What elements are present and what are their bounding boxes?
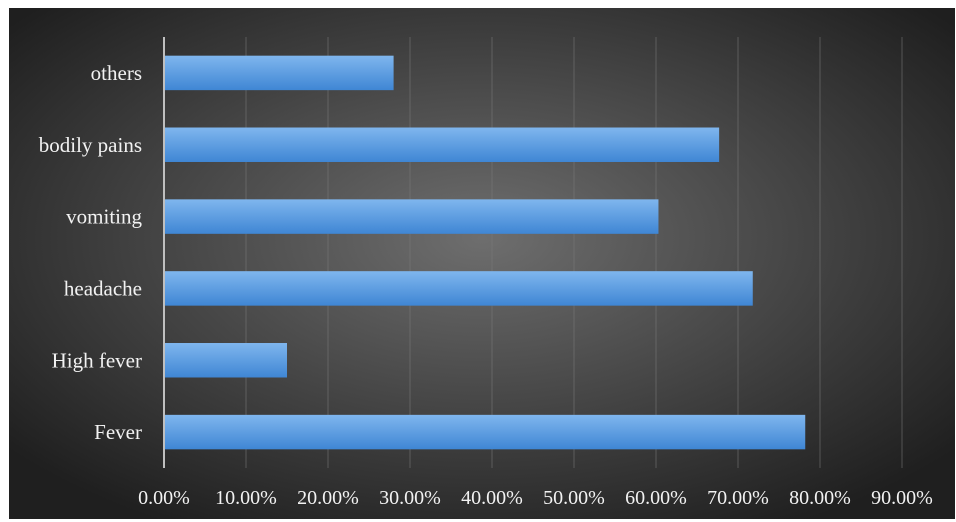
bar-bodily-pains xyxy=(164,127,720,162)
x-tick-label: 50.00% xyxy=(543,487,605,509)
bar-others xyxy=(164,55,394,91)
bars xyxy=(164,55,806,450)
x-tick-label: 20.00% xyxy=(297,487,359,509)
x-tick-labels: 0.00% 10.00% 20.00% 30.00% 40.00% 50.00% 60.00… xyxy=(138,487,933,509)
x-tick-label: 10.00% xyxy=(215,487,277,509)
bar-headache xyxy=(164,271,753,306)
x-tick-label: 0.00% xyxy=(138,487,190,509)
category-label: High fever xyxy=(52,348,142,372)
x-tick-label: 40.00% xyxy=(461,487,523,509)
category-label: Fever xyxy=(94,420,142,444)
category-label: headache xyxy=(64,276,142,300)
x-tick-label: 80.00% xyxy=(789,487,851,509)
category-label: bodily pains xyxy=(39,133,142,157)
category-labels: Fever High fever headache vomiting bodily pa… xyxy=(39,61,143,444)
bar-high-fever xyxy=(164,343,287,378)
x-tick-label: 90.00% xyxy=(871,487,933,509)
gridlines xyxy=(245,37,903,468)
category-label: vomiting xyxy=(66,205,142,229)
category-label: others xyxy=(91,61,142,85)
x-tick-label: 30.00% xyxy=(379,487,441,509)
x-tick-label: 60.00% xyxy=(625,487,687,509)
bar-fever xyxy=(164,414,806,450)
x-tick-label: 70.00% xyxy=(707,487,769,509)
bar-vomiting xyxy=(164,199,659,234)
